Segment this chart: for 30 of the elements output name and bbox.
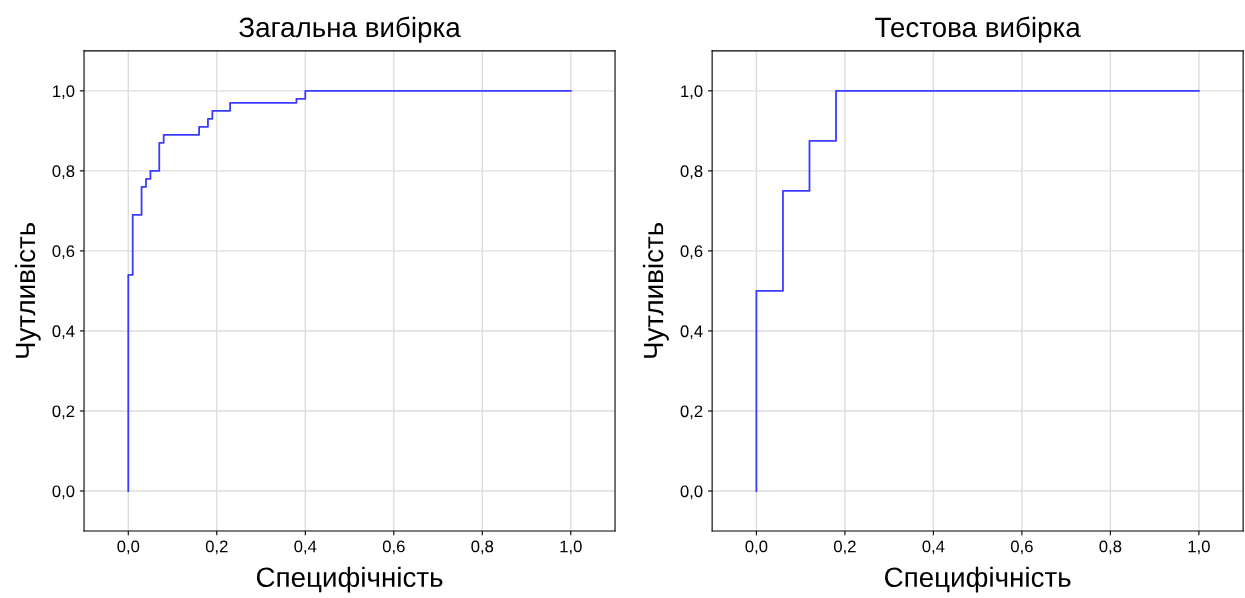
x-tick-label: 1,0 [560,540,582,555]
x-tick-label: 0,2 [833,540,856,555]
x-tick-label: 0,4 [294,540,317,555]
y-tick-label: 0,8 [52,165,75,180]
y-tick-label: 0,0 [680,485,703,500]
y-tick-label: 0,6 [680,245,703,260]
x-tick-label: 0,6 [1010,540,1033,555]
chart-title: Тестова вибірка [875,16,1081,43]
x-axis-title: Специфічність [885,566,1071,593]
y-axis-title: Чутливість [14,222,41,358]
x-tick-label: 0,2 [205,540,228,555]
y-tick-label: 0,2 [52,405,75,420]
y-tick-label: 0,0 [52,485,75,500]
y-tick-label: 1,0 [53,85,75,100]
x-tick-label: 0,8 [471,540,494,555]
x-tick-label: 0,6 [382,540,405,555]
x-axis-title: Специфічність [256,566,443,593]
x-tick-label: 0,0 [745,540,768,555]
x-tick-label: 0,0 [117,540,140,555]
x-tick-label: 0,4 [922,540,945,555]
y-tick-label: 0,2 [680,405,703,420]
y-tick-label: 0,4 [680,325,703,340]
y-tick-label: 0,8 [680,165,703,180]
y-axis-title: Чутливість [642,222,669,358]
x-tick-label: 1,0 [1188,540,1210,555]
chart-title: Загальна вибірка [239,16,461,43]
x-tick-label: 0,8 [1099,540,1122,555]
y-tick-label: 1,0 [681,85,703,100]
y-tick-label: 0,6 [52,245,75,260]
y-tick-label: 0,4 [52,325,75,340]
